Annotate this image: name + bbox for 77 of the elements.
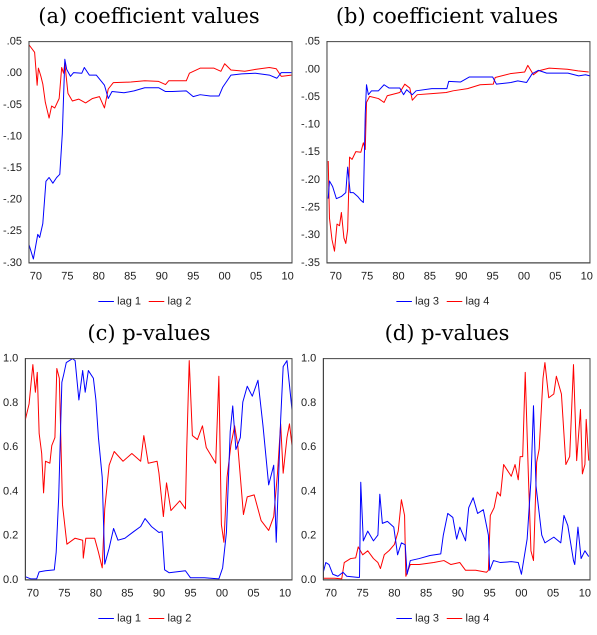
y-tick-label: 0.0 <box>2 574 18 586</box>
y-tick-label: .00 <box>304 63 320 76</box>
x-tick-label: 05 <box>250 270 262 282</box>
y-tick-label: 0.4 <box>2 485 18 498</box>
legend-label: lag 3 <box>415 612 440 625</box>
y-tick-label: 0.2 <box>2 530 18 542</box>
legend-label: lag 4 <box>466 296 490 308</box>
x-tick-label: 95 <box>486 270 499 282</box>
legend-label: lag 2 <box>168 296 192 308</box>
x-tick-label: 90 <box>156 270 168 282</box>
x-tick-label: 80 <box>388 587 401 600</box>
y-tick-label: -.15 <box>300 146 320 158</box>
x-tick-label: 95 <box>184 587 197 600</box>
y-tick-label: -.05 <box>2 98 22 111</box>
x-tick-label: 80 <box>92 270 105 282</box>
x-tick-label: 90 <box>152 587 166 600</box>
x-tick-label: 70 <box>324 587 338 600</box>
x-tick-label: 85 <box>124 270 136 282</box>
x-tick-label: 90 <box>452 587 464 600</box>
legend-label: lag 3 <box>415 296 440 308</box>
x-tick-label: 85 <box>420 587 432 600</box>
y-tick-label: -.15 <box>2 162 22 174</box>
chart-title: (d) p-values <box>384 320 510 347</box>
x-tick-label: 70 <box>26 587 39 600</box>
y-tick-label: 0.6 <box>300 441 316 454</box>
y-tick-label: -.25 <box>300 202 320 214</box>
x-tick-label: 00 <box>218 270 231 282</box>
legend-label: lag 2 <box>168 612 192 625</box>
legend-label: lag 4 <box>466 612 490 625</box>
x-tick-label: 85 <box>424 270 436 282</box>
y-tick-label: -.20 <box>2 194 22 206</box>
legend-label: lag 1 <box>117 612 142 625</box>
chart-title: (b) coefficient values <box>334 3 560 30</box>
y-tick-label: .05 <box>6 36 22 48</box>
x-tick-label: 00 <box>518 270 530 282</box>
y-tick-label: .00 <box>6 67 22 80</box>
x-tick-label: 75 <box>61 270 74 282</box>
y-tick-label: 0.8 <box>2 396 18 409</box>
x-tick-label: 95 <box>484 587 496 600</box>
x-tick-label: 90 <box>455 270 468 282</box>
x-tick-label: 95 <box>187 270 200 282</box>
y-tick-label: 0.4 <box>300 485 316 498</box>
y-tick-label: -.05 <box>300 90 320 103</box>
x-tick-label: 75 <box>58 587 71 600</box>
x-tick-label: 00 <box>515 587 528 600</box>
x-tick-label: 10 <box>278 587 292 600</box>
x-tick-label: 80 <box>392 270 405 282</box>
legend-label: lag 1 <box>117 296 142 308</box>
x-tick-label: 05 <box>547 587 560 600</box>
chart-title: (c) p-values <box>86 320 212 347</box>
y-tick-label: -.35 <box>300 256 320 269</box>
x-tick-label: 05 <box>247 587 260 600</box>
y-tick-label: 1.0 <box>2 352 18 365</box>
y-tick-label: -.30 <box>2 256 22 269</box>
y-tick-label: .05 <box>304 36 320 48</box>
chart-title: (a) coefficient values <box>37 3 261 30</box>
x-tick-label: 10 <box>578 587 592 600</box>
x-tick-label: 05 <box>549 270 562 282</box>
y-tick-label: -.10 <box>300 118 320 131</box>
x-tick-label: 10 <box>281 270 294 282</box>
y-tick-label: 0.0 <box>300 574 316 586</box>
y-tick-label: -.20 <box>300 174 320 186</box>
x-tick-label: 75 <box>361 270 374 282</box>
x-tick-label: 70 <box>30 270 42 282</box>
y-tick-label: 0.2 <box>300 530 316 542</box>
y-tick-label: -.25 <box>2 225 22 238</box>
x-tick-label: 70 <box>330 270 342 282</box>
y-tick-label: 0.8 <box>300 396 316 409</box>
y-tick-label: 0.6 <box>2 441 18 454</box>
x-tick-label: 10 <box>580 270 593 282</box>
y-tick-label: -.10 <box>2 130 22 142</box>
x-tick-label: 80 <box>90 587 102 600</box>
x-tick-label: 75 <box>356 587 369 600</box>
x-tick-label: 00 <box>216 587 228 600</box>
y-tick-label: 1.0 <box>300 352 316 365</box>
x-tick-label: 85 <box>121 587 134 600</box>
y-tick-label: -.30 <box>300 229 320 242</box>
